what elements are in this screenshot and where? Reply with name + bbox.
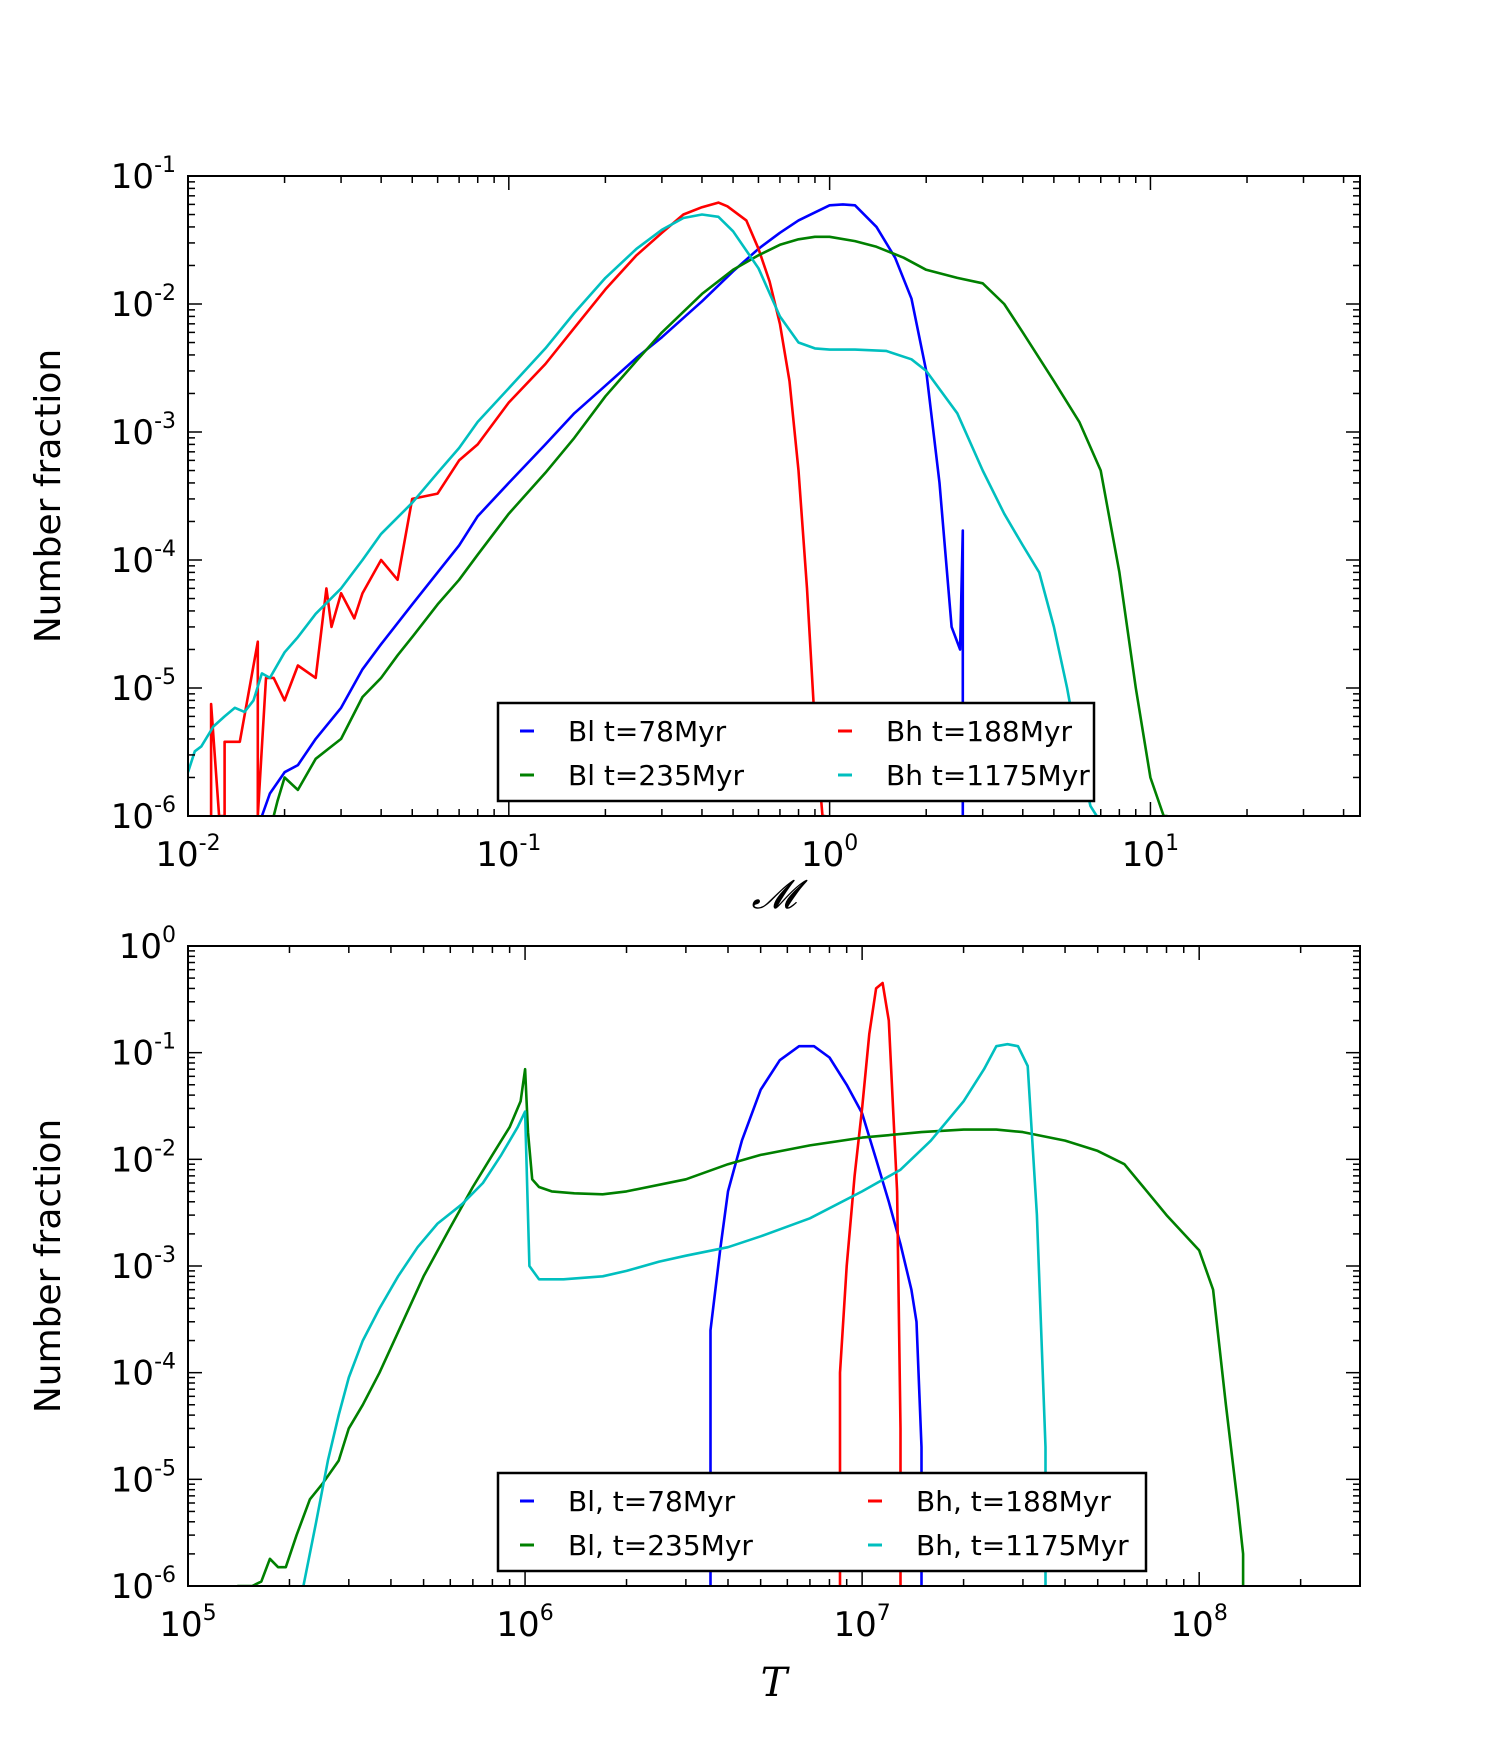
y-tick-label: 10-6 [111,1563,176,1607]
tick-exponent: 8 [1214,1601,1228,1626]
tick-base: 10 [111,413,154,453]
legend-box [496,701,1096,803]
y-tick-label: 10-5 [111,665,176,709]
legend-label-3: Bh t=1175Myr [886,759,1090,792]
tick-exponent: -1 [154,1030,176,1055]
legend-label-1: Bh t=188Myr [886,715,1072,748]
tick-exponent: -5 [154,665,176,690]
legend-label-1: Bh, t=188Myr [916,1485,1111,1518]
bottom-panel: 105 106 107 10810-610-510-410-310-210-1100T… [28,923,1361,1706]
tick-exponent: -4 [154,537,176,562]
tick-exponent: 7 [877,1601,891,1626]
y-tick-label: 10-1 [111,153,176,197]
y-tick-label: 10-3 [111,1243,176,1287]
series-line-3 [188,213,1098,816]
tick-exponent: 0 [162,923,176,948]
y-tick-label: 10-6 [111,793,176,837]
tick-base: 10 [111,1460,154,1500]
legend-box [496,1471,1148,1573]
y-tick-label: 10-1 [111,1030,176,1074]
plot-frame [187,945,1361,1587]
tick-exponent: -6 [154,793,176,818]
tick-exponent: -3 [154,1243,176,1268]
top-panel: 10-2 10-1 100 10110-610-510-410-310-210-1𝓜N… [28,153,1361,918]
x-tick-label: 10-2 [155,831,220,875]
legend-label-0: Bl t=78Myr [568,715,727,748]
tick-base: 10 [496,1605,539,1645]
tick-base: 10 [1171,1605,1214,1645]
tick-base: 10 [476,835,519,875]
x-tick-label: 106 [496,1601,553,1645]
tick-base: 10 [801,835,844,875]
tick-exponent: 6 [540,1601,554,1626]
tick-base: 10 [155,835,198,875]
y-tick-label: 100 [119,923,176,967]
ticks-group [187,945,1361,1587]
x-tick-label: 10-1 [476,831,541,875]
tick-base: 10 [111,1140,154,1180]
tick-exponent: -2 [199,831,221,856]
y-tick-label: 10-3 [111,409,176,453]
legend-label-3: Bh, t=1175Myr [916,1529,1129,1562]
tick-base: 10 [1122,835,1165,875]
y-tick-label: 10-2 [111,281,176,325]
x-tick-label: 101 [1122,831,1179,875]
y-axis-title: Number fraction [28,1119,69,1413]
series-group [188,201,1168,816]
y-tick-label: 10-2 [111,1136,176,1180]
legend-label-2: Bl, t=235Myr [568,1529,753,1562]
series-line-3 [302,1042,1047,1586]
plot-frame [187,175,1361,817]
tick-exponent: 5 [203,1601,217,1626]
legend: Bl, t=78Myr Bh, t=188Myr Bl, t=235Myr Bh, t… [496,1471,1148,1573]
tick-exponent: -1 [154,153,176,178]
y-tick-label: 10-4 [111,537,176,581]
tick-base: 10 [111,669,154,709]
series-line-2 [237,1067,1245,1586]
tick-base: 10 [833,1605,876,1645]
tick-exponent: -4 [154,1350,176,1375]
tick-exponent: 1 [1165,831,1179,856]
x-tick-label: 100 [801,831,858,875]
tick-exponent: -5 [154,1456,176,1481]
series-line-0 [260,203,965,816]
tick-base: 10 [111,1247,154,1287]
x-tick-label: 107 [833,1601,890,1645]
series-line-0 [709,1044,923,1586]
y-tick-label: 10-5 [111,1456,176,1500]
y-tick-label: 10-4 [111,1350,176,1394]
tick-base: 10 [111,541,154,581]
series-line-1 [209,201,826,816]
tick-base: 10 [111,1354,154,1394]
tick-base: 10 [159,1605,202,1645]
tick-exponent: -1 [519,831,541,856]
tick-exponent: 0 [844,831,858,856]
series-line-2 [272,235,1168,816]
x-axis-title: T [761,1660,791,1706]
tick-exponent: -2 [154,1136,176,1161]
legend-label-2: Bl t=235Myr [568,759,745,792]
x-tick-label: 105 [159,1601,216,1645]
tick-exponent: -2 [154,281,176,306]
y-axis-title: Number fraction [28,349,69,643]
tick-base: 10 [111,1034,154,1074]
series-group [237,981,1245,1586]
ticks-group [187,175,1360,817]
tick-base: 10 [119,927,162,967]
x-tick-label: 108 [1171,1601,1228,1645]
tick-exponent: -3 [154,409,176,434]
tick-base: 10 [111,157,154,197]
legend-label-0: Bl, t=78Myr [568,1485,736,1518]
tick-base: 10 [111,285,154,325]
series-line-1 [838,981,902,1586]
tick-base: 10 [111,1567,154,1607]
legend: Bl t=78Myr Bh t=188Myr Bl t=235Myr Bh t=117… [496,701,1096,803]
tick-exponent: -6 [154,1563,176,1588]
tick-base: 10 [111,797,154,837]
